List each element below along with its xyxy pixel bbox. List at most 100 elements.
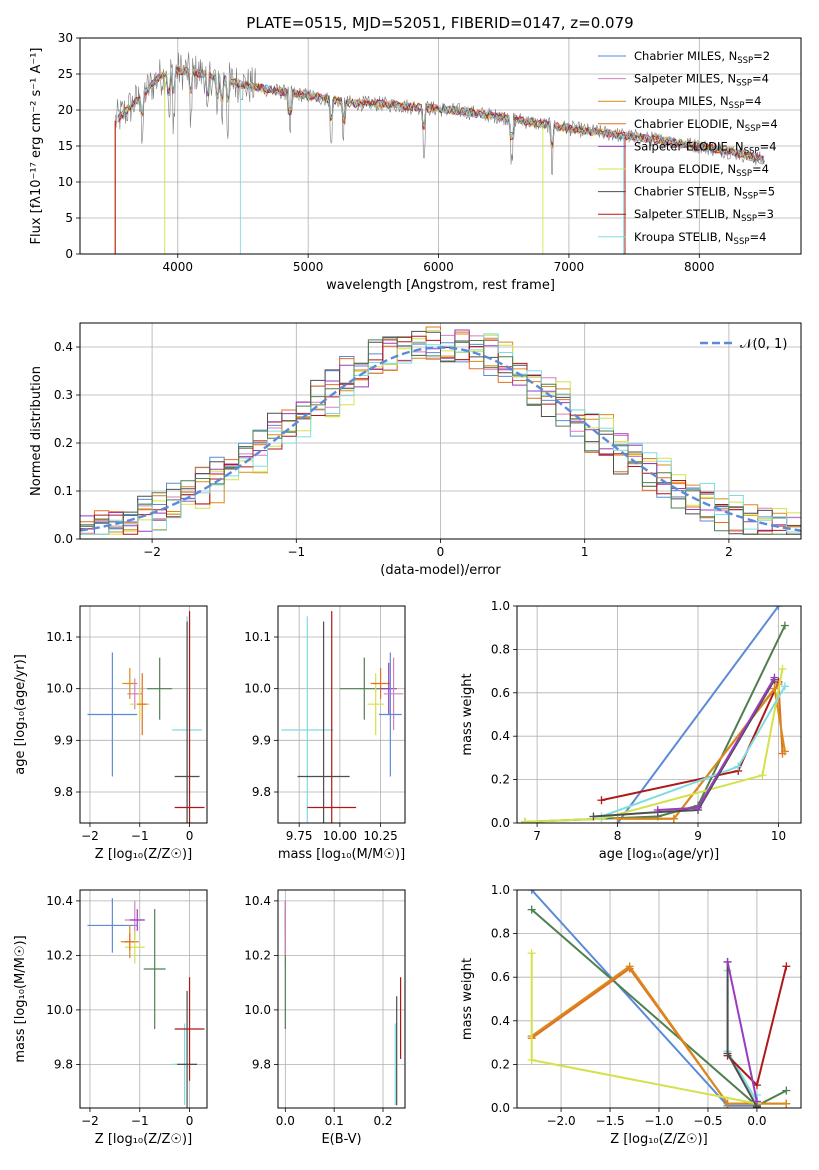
legend-entry: Chabrier MILES, NSSP=2	[634, 49, 770, 66]
axes-frame	[277, 889, 406, 1109]
plus-marker	[694, 803, 703, 812]
x-tick-label: 7	[533, 829, 541, 843]
y-tick-label: 9.9	[252, 733, 271, 747]
y-axis-label: Flux [fλ10⁻¹⁷ erg cm⁻² s⁻¹ A⁻¹]	[29, 48, 44, 245]
legend: Chabrier MILES, NSSP=2 Salpeter MILES, NS…	[598, 49, 778, 247]
plus-marker	[527, 890, 536, 894]
x-axis-label: age [log₁₀(age/yr)]	[599, 847, 720, 862]
error-bar-point	[281, 616, 334, 823]
y-tick-label: 10.0	[244, 1003, 271, 1017]
x-tick-label: 10.25	[363, 829, 397, 843]
y-tick-label: 0.3	[54, 388, 73, 402]
axes-frame	[277, 605, 406, 824]
y-tick-label: 10.0	[46, 682, 73, 696]
y-tick-label: 10.0	[46, 1003, 73, 1017]
grid	[517, 605, 801, 824]
plus-marker	[521, 817, 530, 823]
error-bar-point	[147, 657, 173, 720]
mass-weight-line	[530, 890, 757, 1107]
axes-frame	[79, 322, 802, 540]
y-tick-label: 0.0	[491, 816, 510, 830]
plus-marker	[669, 814, 678, 823]
x-axis-label: Z [log₁₀(Z/Z☉)]	[95, 847, 192, 862]
error-bar-point	[177, 990, 198, 1108]
plus-marker	[770, 684, 779, 693]
plus-marker	[774, 606, 783, 610]
axes-residuals: −2 −1 0 1 2 0.0 0.1 0.2 0.3 0.4 (data-model)/error…	[29, 322, 802, 578]
y-tick-label: 0.8	[491, 642, 510, 656]
plus-marker	[613, 814, 622, 823]
axes-age-vs-Z: −2 −1 0 9.8 9.9 10.0 10.1 Z [log₁₀(Z/Z☉)] age [l…	[13, 605, 208, 862]
mass-weight-line	[593, 679, 776, 818]
plus-marker	[527, 1056, 536, 1065]
y-tick-label: 15	[58, 139, 73, 153]
plot-area	[80, 326, 801, 539]
error-bar-point	[383, 657, 404, 730]
x-tick-label: −0.5	[693, 1114, 722, 1128]
plus-marker	[597, 796, 606, 805]
y-tick-label: 0.1	[54, 484, 73, 498]
error-bar-point	[174, 977, 205, 1081]
plus-marker	[780, 621, 789, 630]
x-tick-label: −1	[131, 1114, 149, 1128]
error-bar-point	[370, 668, 391, 699]
error-bar-point	[87, 898, 138, 953]
plot-area	[87, 611, 205, 823]
error-bar-point	[297, 621, 350, 823]
x-tick-label: 4000	[163, 260, 194, 274]
plus-marker	[758, 771, 767, 780]
y-axis-label: Normed distribution	[29, 366, 44, 496]
plus-marker	[734, 762, 743, 771]
axes-mass-weight-vs-age: 7 8 9 10 0.0 0.2 0.4 0.6 0.8 1.0 age [log₁₀(age/yr…	[460, 599, 802, 862]
x-axis-label: Z [log₁₀(Z/Z☉)]	[95, 1132, 192, 1147]
plots-layer: 4000 5000 6000 7000 8000051015202530waveleng…	[13, 31, 802, 1147]
y-tick-label: 1.0	[491, 599, 510, 613]
y-tick-label: 0	[65, 247, 73, 261]
legend-entry: Chabrier STELIB, NSSP=5	[634, 185, 775, 202]
y-tick-label: 0.4	[54, 340, 73, 354]
x-tick-label: −2	[143, 545, 161, 559]
x-tick-label: 2	[725, 545, 733, 559]
legend-entry: Salpeter STELIB, NSSP=3	[634, 207, 774, 224]
legend-entry: Kroupa MILES, NSSP=4	[634, 94, 761, 111]
error-bar-point	[143, 909, 166, 1029]
y-tick-label: 10.1	[46, 630, 73, 644]
y-axis-label: mass [log₁₀(M/M☉)]	[13, 935, 28, 1062]
legend-entry: Chabrier ELODIE, NSSP=4	[634, 117, 778, 134]
y-tick-label: 10	[58, 175, 73, 189]
y-tick-label: 1.0	[491, 883, 510, 897]
model-spectrum-line	[117, 66, 765, 163]
axes-frame	[516, 889, 802, 1109]
legend-entry: Salpeter MILES, NSSP=4	[634, 72, 769, 89]
mass-weight-line	[616, 606, 780, 823]
y-tick-label: 10.2	[46, 948, 73, 962]
error-bar-point	[380, 662, 397, 715]
axes-frame	[79, 889, 208, 1109]
x-axis-label: Z [log₁₀(Z/Z☉)]	[610, 1132, 707, 1147]
y-tick-label: 0.2	[54, 436, 73, 450]
error-bar-point	[174, 621, 200, 823]
y-tick-label: 9.8	[54, 785, 73, 799]
y-tick-label: 0.6	[491, 686, 510, 700]
axes-spectrum: 4000 5000 6000 7000 8000 0 5 10 15 20 25 30 waveleng…	[29, 31, 802, 293]
mass-weight-line	[524, 625, 786, 823]
x-tick-label: 5000	[293, 260, 324, 274]
x-tick-label: −2.0	[546, 1114, 575, 1128]
y-tick-label: 5	[65, 211, 73, 225]
x-tick-label: −1.5	[595, 1114, 624, 1128]
x-tick-label: 0	[437, 545, 445, 559]
x-axis-label: E(B-V)	[321, 1132, 361, 1147]
x-axis-label: (data-model)/error	[380, 563, 501, 578]
x-tick-label: 6000	[423, 260, 454, 274]
mass-weight-line	[524, 668, 784, 823]
mass-weight-line	[726, 961, 758, 1102]
x-tick-label: 9.75	[286, 829, 313, 843]
x-tick-label: −1	[287, 545, 305, 559]
x-tick-label: 8000	[684, 260, 715, 274]
error-bar-point	[129, 909, 145, 931]
error-bar-point	[378, 652, 402, 777]
error-bar-point	[87, 652, 138, 777]
plus-marker	[653, 805, 662, 814]
x-axis-label: wavelength [Angstrom, rest frame]	[326, 278, 555, 293]
